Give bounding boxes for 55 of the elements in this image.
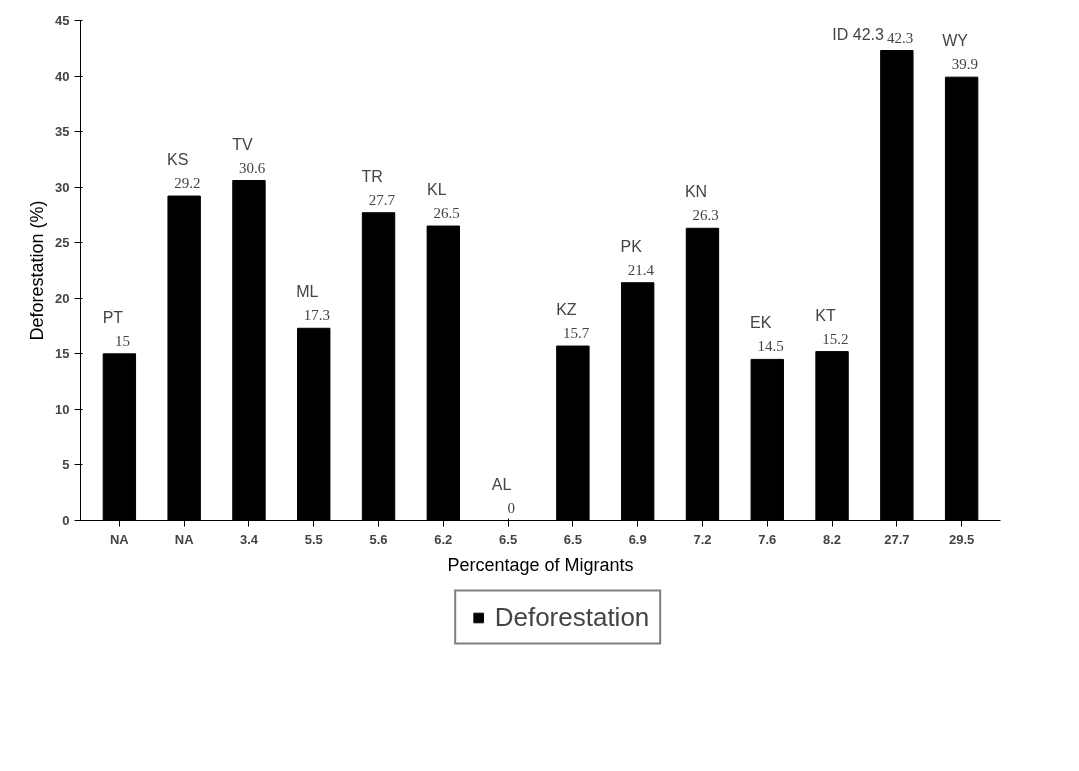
x-tick-label: 6.2 — [434, 531, 453, 547]
x-tick-label: NA — [109, 531, 130, 547]
data-label: 17.3 — [303, 307, 331, 324]
annotation: PT — [102, 308, 124, 326]
annotation: PK — [620, 237, 643, 255]
x-tick-label: 5.6 — [369, 531, 388, 547]
y-tick-label: 25 — [55, 235, 70, 251]
annotation: TV — [232, 135, 254, 153]
x-tick-label: 7.6 — [758, 531, 777, 547]
x-tick-label: 8.2 — [823, 531, 842, 547]
annotation: ID 42.3 — [832, 25, 884, 43]
annotation: KZ — [556, 301, 577, 319]
legend-label: Deforestation — [494, 601, 650, 633]
x-tick-label: 5.5 — [304, 531, 323, 547]
x-tick-label: 6.5 — [499, 531, 518, 547]
data-label: 39.9 — [951, 56, 978, 73]
y-axis-title: Deforestation (%) — [27, 200, 48, 341]
data-label: 0 — [507, 499, 516, 516]
annotation: KL — [427, 181, 447, 199]
data-label: 15.7 — [563, 325, 590, 342]
y-tick-label: 30 — [55, 179, 70, 195]
x-tick-label: 7.2 — [693, 531, 712, 547]
y-tick-label: 5 — [62, 457, 70, 473]
x-tick-label: 29.5 — [948, 531, 975, 547]
y-tick-label: 40 — [55, 68, 70, 84]
data-label: 29.2 — [174, 175, 201, 192]
y-tick-label: 15 — [55, 346, 70, 362]
x-tick-label: 6.9 — [628, 531, 647, 547]
annotation: WY — [942, 32, 969, 50]
x-tick-label: 3.4 — [239, 531, 259, 547]
y-tick-label: 10 — [55, 401, 70, 417]
x-tick-label: 6.5 — [563, 531, 582, 547]
y-tick-label: 35 — [55, 124, 70, 140]
data-label: 30.6 — [239, 159, 266, 176]
annotation: ML — [296, 283, 319, 301]
y-tick-label: 45 — [55, 13, 70, 28]
annotation: KT — [815, 306, 837, 324]
annotation: TR — [361, 167, 383, 185]
data-label: 27.7 — [368, 191, 396, 208]
x-axis-title: Percentage of Migrants — [447, 554, 634, 575]
annotation: KN — [684, 183, 708, 201]
y-tick-label: 20 — [55, 290, 70, 306]
data-label: 42.3 — [886, 29, 914, 46]
x-tick-label: NA — [174, 531, 195, 547]
x-tick-label: 27.7 — [884, 531, 910, 547]
data-label: 26.5 — [433, 205, 460, 222]
y-tick-label: 0 — [62, 513, 70, 528]
data-label: 15.2 — [822, 330, 849, 347]
data-label: 14.5 — [757, 338, 784, 355]
annotation: AL — [491, 475, 512, 493]
data-label: 26.3 — [692, 207, 719, 224]
annotation: KS — [167, 151, 189, 169]
annotation: EK — [750, 314, 772, 332]
data-label: 21.4 — [627, 261, 655, 278]
data-label: 15 — [115, 332, 131, 349]
